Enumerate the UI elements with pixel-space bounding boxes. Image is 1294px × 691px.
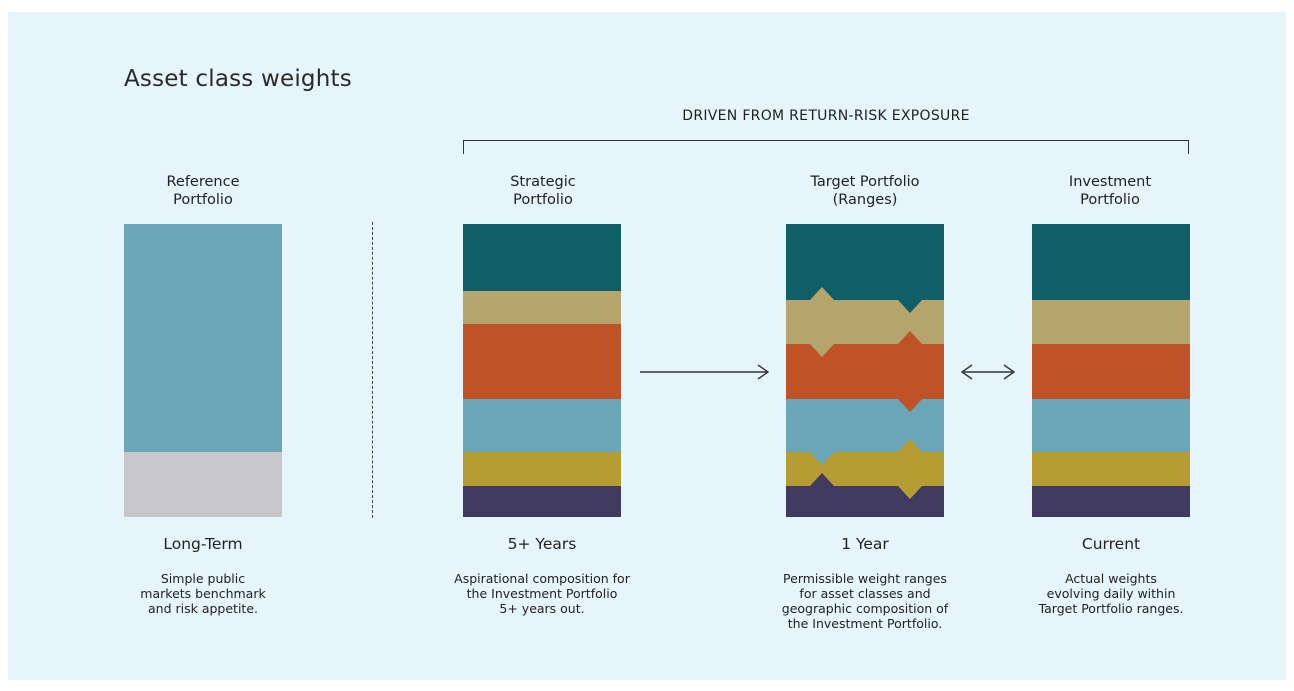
reference-horizon: Long-Term (163, 535, 243, 553)
reference-bar-fixed-income (124, 452, 282, 517)
range-notch (898, 473, 922, 499)
investment-band-2 (1032, 300, 1190, 344)
strategic-band-4 (463, 399, 621, 452)
diagram-title: Asset class weights (124, 66, 352, 92)
target-bar (786, 224, 944, 517)
divider-dashed-line (372, 222, 373, 518)
strategic-description: Aspirational composition for the Investm… (454, 571, 630, 616)
investment-portfolio-heading: Investment Portfolio (1068, 174, 1152, 208)
driven-bracket (463, 140, 1189, 154)
strategic-horizon: 5+ Years (507, 535, 577, 553)
target-band-3 (786, 344, 944, 399)
investment-band-3 (1032, 344, 1190, 399)
double-arrow-icon (960, 364, 1016, 380)
target-horizon: 1 Year (841, 535, 889, 553)
arrow-right-icon (640, 364, 770, 380)
target-portfolio-heading: Target Portfolio (Ranges) (810, 174, 920, 208)
range-notch (810, 473, 834, 499)
reference-portfolio-heading: Reference Portfolio (166, 174, 240, 208)
target-band-6 (786, 486, 944, 517)
target-band-1 (786, 224, 944, 300)
reference-bar-equity (124, 224, 282, 452)
driven-label: DRIVEN FROM RETURN-RISK EXPOSURE (682, 108, 970, 124)
range-notch (898, 386, 922, 412)
investment-band-6 (1032, 486, 1190, 517)
strategic-band-3 (463, 324, 621, 399)
investment-band-4 (1032, 399, 1190, 452)
strategic-band-2 (463, 291, 621, 324)
investment-band-5 (1032, 452, 1190, 486)
range-notch (810, 439, 834, 465)
investment-band-1 (1032, 224, 1190, 300)
target-band-5 (786, 452, 944, 486)
range-notch (898, 331, 922, 357)
investment-horizon: Current (1081, 535, 1141, 553)
range-notch (810, 287, 834, 313)
target-band-4 (786, 399, 944, 452)
strategic-band-6 (463, 486, 621, 517)
strategic-band-1 (463, 224, 621, 291)
target-description: Permissible weight ranges for asset clas… (781, 571, 949, 631)
target-band-2 (786, 300, 944, 344)
range-notch (810, 331, 834, 357)
range-notch (898, 439, 922, 465)
reference-description: Simple public markets benchmark and risk… (140, 571, 266, 616)
strategic-portfolio-heading: Strategic Portfolio (510, 174, 576, 208)
range-notch (898, 287, 922, 313)
strategic-band-5 (463, 452, 621, 486)
investment-description: Actual weights evolving daily within Tar… (1038, 571, 1184, 616)
